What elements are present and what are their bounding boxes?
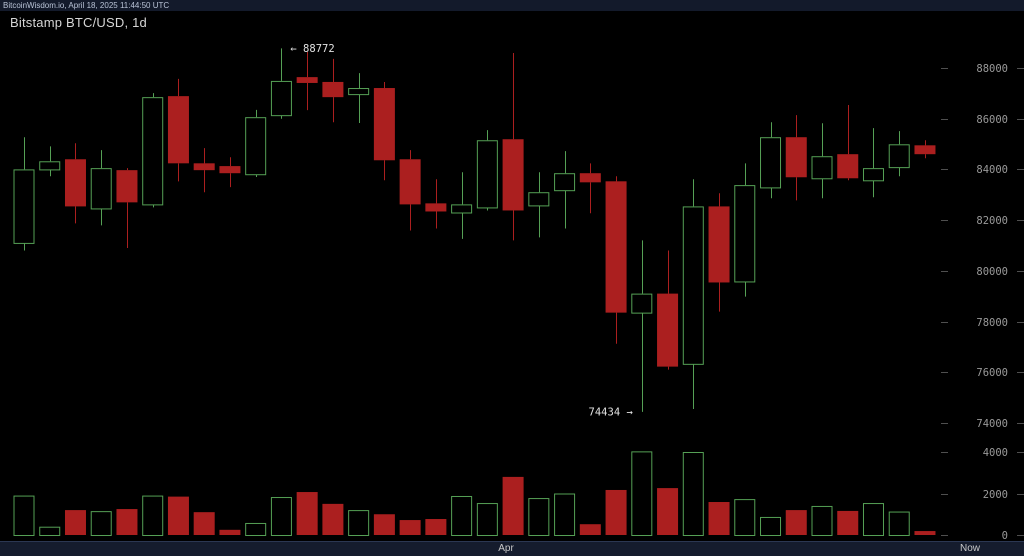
candle-down <box>605 181 627 313</box>
candle-up <box>862 168 884 182</box>
volume-bar-down <box>837 510 859 535</box>
candle-up <box>811 156 833 180</box>
candle-up <box>760 137 782 189</box>
price-axis-label: 80000 <box>976 266 1008 278</box>
candle-down <box>116 170 138 203</box>
candle-down <box>837 154 859 179</box>
volume-bar-down <box>167 496 189 535</box>
candle-up <box>245 117 267 176</box>
volume-axis-label: 0 <box>1002 530 1008 542</box>
status-timestamp: BitcoinWisdom.io, April 18, 2025 11:44:5… <box>3 1 170 10</box>
status-bar: BitcoinWisdom.io, April 18, 2025 11:44:5… <box>0 0 1024 11</box>
low-annotation: 74434 → <box>589 406 633 418</box>
volume-bar-down <box>296 492 318 535</box>
candle-up <box>554 173 576 192</box>
candle-up <box>270 80 292 117</box>
volume-bar-down <box>116 509 138 535</box>
price-axis-label: 88000 <box>976 63 1008 75</box>
time-label-apr: Apr <box>498 543 514 554</box>
candle-up <box>528 192 550 207</box>
candle-down <box>322 81 344 98</box>
candle-down <box>296 77 318 83</box>
volume-bar-down <box>219 529 241 535</box>
time-axis-bar: Apr Now <box>0 541 1024 556</box>
volume-bar-down <box>64 510 86 535</box>
volume-bar-down <box>399 520 421 535</box>
volume-bar-up <box>888 511 910 536</box>
volume-bar-up <box>811 505 833 537</box>
price-axis-label: 84000 <box>976 164 1008 176</box>
volume-bar-up <box>631 451 653 536</box>
candle-up <box>142 97 164 206</box>
volume-bar-up <box>451 495 473 536</box>
volume-bar-up <box>13 495 35 537</box>
price-axis-label: 78000 <box>976 317 1008 329</box>
volume-bar-up <box>348 510 370 537</box>
volume-bar-up <box>682 452 704 536</box>
candle-up <box>90 168 112 210</box>
volume-bar-down <box>322 503 344 535</box>
candle-up <box>476 140 498 209</box>
volume-bar-down <box>605 489 627 535</box>
price-axis-label: 76000 <box>976 367 1008 379</box>
high-annotation: ← 88772 <box>290 43 334 55</box>
volume-axis-label: 2000 <box>983 489 1008 501</box>
candle-up <box>734 185 756 283</box>
candle-down <box>502 139 524 211</box>
candle-down <box>373 88 395 161</box>
candle-up <box>13 169 35 244</box>
candle-down <box>193 163 215 171</box>
volume-bar-up <box>245 522 267 537</box>
candle-down <box>785 137 807 178</box>
candle-up <box>888 144 910 169</box>
volume-bar-up <box>476 503 498 537</box>
volume-bar-up <box>39 526 61 537</box>
candle-down <box>914 145 936 155</box>
volume-bar-down <box>425 519 447 535</box>
volume-bar-down <box>914 531 936 535</box>
candle-down <box>399 159 421 205</box>
volume-bar-down <box>657 488 679 535</box>
candle-down <box>167 96 189 164</box>
candle-down <box>657 293 679 367</box>
volume-bar-up <box>862 503 884 537</box>
price-axis-label: 74000 <box>976 418 1008 430</box>
volume-bar-up <box>270 497 292 536</box>
volume-bar-down <box>193 512 215 535</box>
candle-down <box>64 159 86 207</box>
volume-bar-down <box>785 510 807 535</box>
volume-bar-down <box>579 524 601 535</box>
volume-bar-up <box>90 511 112 537</box>
volume-bar-up <box>528 498 550 537</box>
candle-up <box>682 206 704 365</box>
volume-bar-up <box>760 516 782 537</box>
volume-bar-down <box>502 476 524 535</box>
candle-up <box>348 88 370 96</box>
candle-up <box>631 293 653 314</box>
candle-down <box>579 173 601 183</box>
candle-up <box>39 161 61 171</box>
volume-bar-up <box>554 493 576 536</box>
candle-down <box>219 166 241 174</box>
volume-bar-down <box>373 514 395 535</box>
volume-axis-label: 4000 <box>983 447 1008 459</box>
volume-bar-up <box>142 495 164 537</box>
candle-down <box>425 203 447 212</box>
volume-bar-down <box>708 502 730 535</box>
price-axis-label: 82000 <box>976 215 1008 227</box>
volume-bar-up <box>734 499 756 537</box>
candle-up <box>451 204 473 214</box>
time-label-now[interactable]: Now <box>959 543 980 554</box>
candle-down <box>708 206 730 283</box>
price-axis-label: 86000 <box>976 114 1008 126</box>
chart-title: Bitstamp BTC/USD, 1d <box>10 15 147 30</box>
